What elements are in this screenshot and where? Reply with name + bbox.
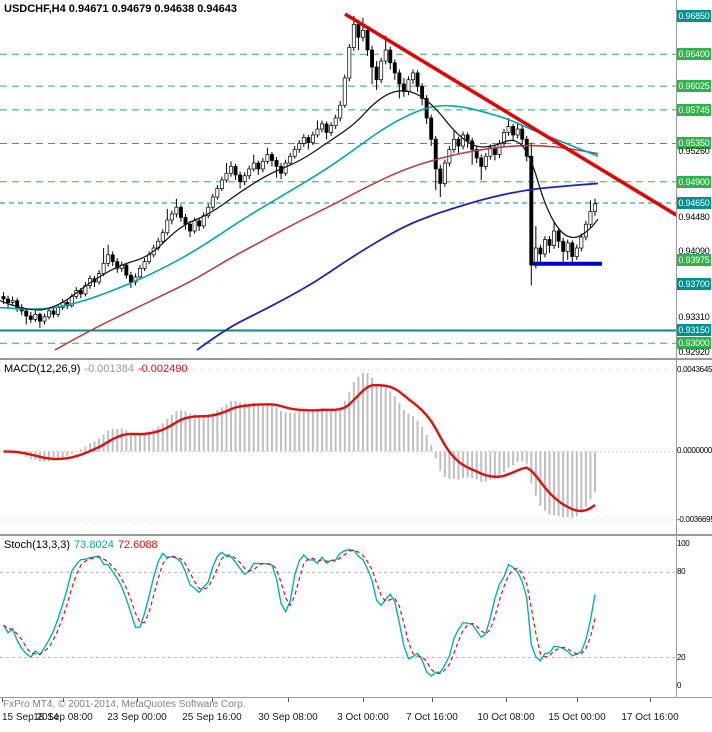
macd-signal-line (3, 383, 596, 513)
panel-separator[interactable] (0, 534, 712, 536)
time-axis-tick (577, 698, 578, 702)
price-label: 0.92920 (678, 346, 710, 357)
time-axis-tick (650, 698, 651, 702)
time-axis-tick (2, 698, 3, 702)
macd-main-value: -0.001384 (84, 363, 134, 375)
ma-mid-cyan (0, 104, 599, 310)
panel-separator[interactable] (0, 358, 712, 360)
price-label: 0.94480 (678, 212, 710, 223)
time-axis-tick (212, 698, 213, 702)
time-label[interactable]: 7 Oct 16:00 (406, 712, 458, 723)
stoch-k-line (2, 548, 596, 677)
time-axis-tick (288, 698, 289, 702)
macd-title: MACD(12,26,9) -0.001384 -0.002490 (4, 363, 188, 375)
price-label: 0.93310 (678, 311, 710, 322)
price-label: 0.93700 (677, 277, 711, 290)
time-label[interactable]: 23 Sep 00:00 (107, 712, 167, 723)
price-label: 0.96025 (677, 80, 711, 93)
time-label[interactable]: 3 Oct 00:00 (337, 712, 389, 723)
macd-axis-label: -0.0036695 (677, 515, 712, 524)
price-label: 0.96850 (677, 10, 711, 22)
candles-layer (1, 16, 597, 328)
time-label[interactable]: 10 Oct 08:00 (477, 712, 535, 723)
time-label[interactable]: 25 Sep 16:00 (182, 712, 242, 723)
price-label: 0.96400 (677, 48, 711, 61)
stoch-axis-label: 0 (677, 681, 682, 690)
price-label: 0.93975 (677, 254, 711, 267)
stoch-d-line (3, 549, 596, 675)
macd-axis-label: 0.0043645 (677, 365, 712, 374)
stoch-main-value: 73.8024 (74, 539, 114, 551)
time-label[interactable]: 17 Oct 16:00 (621, 712, 679, 723)
stoch-title: Stoch(13,3,3) 73.8024 72.6088 (4, 539, 158, 551)
time-label[interactable]: 18 Sep 08:00 (33, 712, 93, 723)
time-axis-tick (432, 698, 433, 702)
ma-slow-blue (196, 182, 599, 351)
macd-indicator-area[interactable] (0, 360, 676, 534)
ma-mid-red (54, 144, 599, 351)
time-axis-tick (506, 698, 507, 702)
chart-title: USDCHF,H4 0.94671 0.94679 0.94638 0.9464… (4, 3, 238, 15)
price-label: 0.94900 (677, 175, 711, 188)
copyright-text: FxPro MT4, © 2001-2014, MetaQuotes Softw… (3, 699, 246, 710)
time-axis-border (0, 697, 712, 698)
price-label: 0.95260 (678, 146, 710, 157)
time-axis-tick (137, 698, 138, 702)
stochastic-indicator-area[interactable] (0, 536, 676, 697)
stoch-signal-value: 72.6088 (117, 539, 158, 551)
ma-fast-black (0, 90, 599, 311)
price-label: 0.93150 (677, 324, 711, 337)
macd-signal-value: -0.002490 (137, 363, 188, 375)
price-label: 0.95350 (677, 137, 711, 150)
price-scale-border (676, 0, 677, 697)
stoch-name: Stoch(13,3,3) (4, 539, 71, 551)
time-axis-tick (63, 698, 64, 702)
time-axis-tick (363, 698, 364, 702)
time-label[interactable]: 30 Sep 08:00 (258, 712, 318, 723)
price-label: 0.94650 (677, 196, 711, 209)
main-chart-area[interactable] (0, 0, 676, 358)
macd-axis-label: 0.0000000 (677, 446, 712, 456)
price-label: 0.93000 (677, 336, 711, 349)
stoch-axis-label: 80 (677, 567, 686, 577)
price-label: 0.94090 (678, 245, 710, 256)
resistance-trendline-red (344, 12, 676, 217)
macd-name: MACD(12,26,9) (4, 363, 81, 375)
time-label[interactable]: 15 Oct 00:00 (548, 712, 606, 723)
stoch-axis-label: 20 (677, 652, 686, 662)
time-label[interactable]: 15 Sep 2014 (2, 712, 59, 723)
price-label: 0.95745 (677, 103, 711, 116)
stoch-axis-label: 100 (677, 539, 690, 548)
